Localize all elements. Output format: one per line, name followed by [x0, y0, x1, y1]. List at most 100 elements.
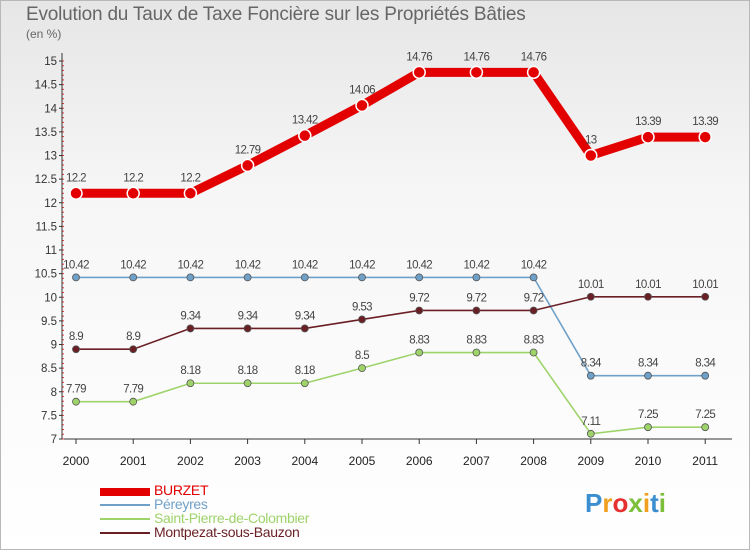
- y-tick-label: 8: [51, 387, 57, 399]
- data-point: [243, 324, 252, 333]
- chart-title: Evolution du Taux de Taxe Foncière sur l…: [26, 4, 526, 25]
- logo-letter: P: [585, 488, 603, 518]
- data-label: 12.79: [235, 144, 261, 156]
- y-tick-label: 7.5: [41, 410, 57, 422]
- data-label: 7.11: [581, 416, 600, 428]
- data-point: [69, 186, 83, 201]
- data-point: [472, 348, 481, 357]
- data-point: [129, 397, 138, 406]
- data-label: 13.42: [292, 115, 318, 127]
- data-label: 13: [585, 135, 597, 147]
- data-label: 8.9: [126, 331, 140, 343]
- series-line-Montpezat-sous-Bauzon: [76, 295, 706, 351]
- y-tick-label: 13: [44, 151, 57, 163]
- data-label: 8.83: [466, 335, 486, 347]
- data-label: 8.18: [295, 365, 315, 377]
- data-point: [412, 65, 426, 80]
- data-label: 9.53: [352, 301, 372, 313]
- data-point: [472, 306, 481, 315]
- data-point: [243, 273, 252, 282]
- data-point: [358, 273, 366, 282]
- data-label: 13.39: [692, 116, 718, 128]
- y-tick-label: 11.5: [35, 221, 57, 233]
- series-line-Saint-Pierre-de-Colombier: [76, 351, 706, 435]
- data-label: 8.5: [355, 350, 369, 362]
- y-tick-label: 11: [45, 245, 57, 257]
- data-label: 10.42: [464, 259, 490, 271]
- logo-letter: i: [642, 488, 651, 518]
- legend-swatch: [100, 532, 150, 534]
- data-label: 8.18: [180, 365, 200, 377]
- data-label: 9.72: [466, 292, 486, 304]
- proxiti-logo: Proxiti: [585, 488, 666, 519]
- y-tick-label: 13.5: [35, 127, 57, 139]
- data-point: [701, 371, 710, 380]
- data-point: [415, 273, 424, 282]
- data-point: [701, 292, 710, 301]
- x-tick-label: 2007: [463, 454, 490, 468]
- data-point: [472, 273, 481, 282]
- data-point: [469, 65, 484, 80]
- data-point: [300, 324, 309, 333]
- y-tick-label: 12.5: [35, 174, 57, 186]
- data-label: 10.42: [63, 259, 89, 271]
- data-point: [358, 315, 366, 324]
- y-tick-label: 14.5: [35, 80, 57, 92]
- data-label: 10.42: [292, 259, 318, 271]
- y-tick-label: 15: [44, 56, 57, 68]
- data-point: [72, 273, 80, 282]
- data-label: 10.42: [521, 259, 547, 271]
- data-point: [586, 429, 595, 438]
- data-label: 10.01: [578, 279, 604, 291]
- x-tick-label: 2001: [120, 454, 147, 468]
- data-label: 7.79: [123, 384, 143, 396]
- data-point: [644, 423, 652, 432]
- legend-label: Saint-Pierre-de-Colombier: [154, 510, 310, 526]
- legend-swatch: [100, 504, 150, 506]
- x-tick-label: 2006: [406, 454, 433, 468]
- data-point: [72, 397, 80, 406]
- legend-swatch: [100, 488, 150, 496]
- data-point: [186, 273, 195, 282]
- data-label: 12.2: [66, 172, 86, 184]
- data-point: [129, 273, 138, 282]
- legend-label: BURZET: [154, 482, 209, 498]
- data-point: [415, 306, 424, 315]
- data-label: 10.42: [178, 259, 204, 271]
- y-tick-label: 9: [51, 340, 57, 352]
- data-label: 9.72: [409, 292, 429, 304]
- logo-letter: t: [650, 488, 659, 518]
- data-point: [72, 345, 80, 354]
- y-tick-label: 12: [44, 198, 57, 210]
- data-label: 10.42: [120, 259, 146, 271]
- data-label: 9.34: [238, 310, 259, 322]
- legend-swatch: [100, 518, 150, 520]
- logo-letter: r: [602, 488, 613, 518]
- data-point: [355, 98, 369, 113]
- y-tick-label: 10.5: [35, 269, 57, 281]
- data-point: [586, 292, 595, 301]
- x-tick-label: 2002: [177, 454, 204, 468]
- data-label: 8.9: [69, 331, 83, 343]
- data-point: [526, 65, 541, 80]
- x-tick-label: 2000: [63, 454, 90, 468]
- chart-subtitle: (en %): [26, 27, 62, 41]
- data-point: [298, 128, 312, 143]
- data-label: 10.42: [406, 259, 432, 271]
- data-point: [358, 364, 366, 373]
- data-label: 9.34: [295, 310, 316, 322]
- x-tick-label: 2004: [291, 454, 318, 468]
- data-point: [129, 345, 138, 354]
- data-label: 8.34: [638, 358, 659, 370]
- data-label: 10.01: [692, 279, 718, 291]
- data-label: 8.83: [524, 335, 544, 347]
- data-point: [529, 273, 538, 282]
- data-label: 8.18: [238, 365, 258, 377]
- logo-letter: i: [658, 488, 666, 518]
- x-tick-label: 2011: [692, 454, 718, 468]
- data-point: [300, 379, 309, 388]
- data-label: 12.2: [180, 172, 200, 184]
- y-tick-label: 7: [51, 434, 57, 446]
